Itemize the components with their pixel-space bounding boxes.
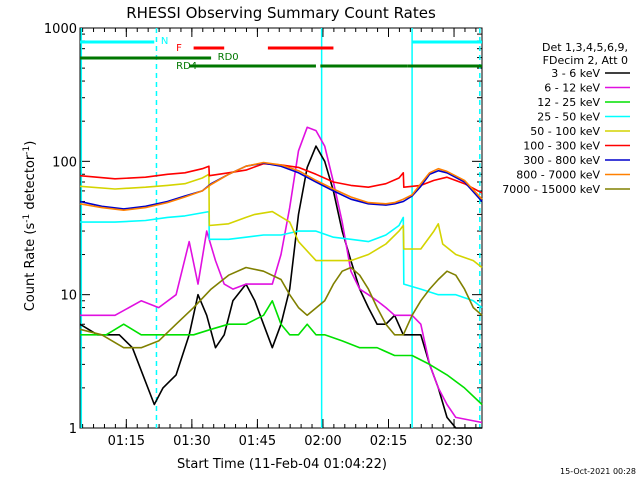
legend-entry-label: 12 - 25 keV xyxy=(537,96,600,109)
legend-header: FDecim 2, Att 0 xyxy=(543,54,628,67)
y-axis-label: Count Rate (s-1 detector-1) xyxy=(22,141,38,312)
x-axis-label: Start Time (11-Feb-04 01:04:22) xyxy=(177,457,387,472)
series-line xyxy=(80,299,483,406)
x-tick-label: 02:00 xyxy=(304,434,341,449)
flare-label: F xyxy=(176,43,182,54)
legend-entry-label: 25 - 50 keV xyxy=(537,111,600,124)
x-tick-label: 01:45 xyxy=(239,434,276,449)
x-tick-label: 01:30 xyxy=(173,434,210,449)
chart-title: RHESSI Observing Summary Count Rates xyxy=(126,4,436,22)
series-line xyxy=(79,266,483,349)
legend-entry-label: 300 - 800 keV xyxy=(523,154,600,167)
series-line xyxy=(80,210,483,309)
y-tick-label: 100 xyxy=(52,155,77,170)
x-tick-label: 02:15 xyxy=(370,434,407,449)
plot-area: 1 10 100 1000 01:15 01:30 01:45 02:00 02:15 02:30… xyxy=(44,22,483,449)
y-tick-label: 1000 xyxy=(44,22,77,37)
night-label: N xyxy=(161,36,168,47)
y-tick-label: 1 xyxy=(69,422,77,437)
x-tick-label: 02:30 xyxy=(435,434,472,449)
x-tick-label: 01:15 xyxy=(108,434,145,449)
legend-header: Det 1,3,4,5,6,9, xyxy=(542,41,628,54)
legend: Det 1,3,4,5,6,9,FDecim 2, Att 03 - 6 keV… xyxy=(502,41,630,196)
series-line xyxy=(79,145,482,429)
legend-entry-label: 100 - 300 keV xyxy=(523,140,600,153)
legend-entry-label: 50 - 100 keV xyxy=(530,125,600,138)
timestamp: 15-Oct-2021 00:28 xyxy=(560,467,636,476)
series-line xyxy=(79,162,483,194)
legend-entry-label: 6 - 12 keV xyxy=(544,82,600,95)
series-line xyxy=(80,126,483,424)
rd4-label: RD4 xyxy=(176,61,197,72)
series-line xyxy=(79,173,483,269)
series-line xyxy=(79,161,483,211)
series-line xyxy=(79,162,483,210)
legend-entry-label: 800 - 7000 keV xyxy=(516,169,600,182)
rd0-label: RD0 xyxy=(218,52,239,63)
legend-entry-label: 3 - 6 keV xyxy=(551,67,600,80)
plot-frame xyxy=(79,27,483,429)
legend-entry-label: 7000 - 15000 keV xyxy=(502,183,600,196)
y-tick-label: 10 xyxy=(60,289,77,304)
